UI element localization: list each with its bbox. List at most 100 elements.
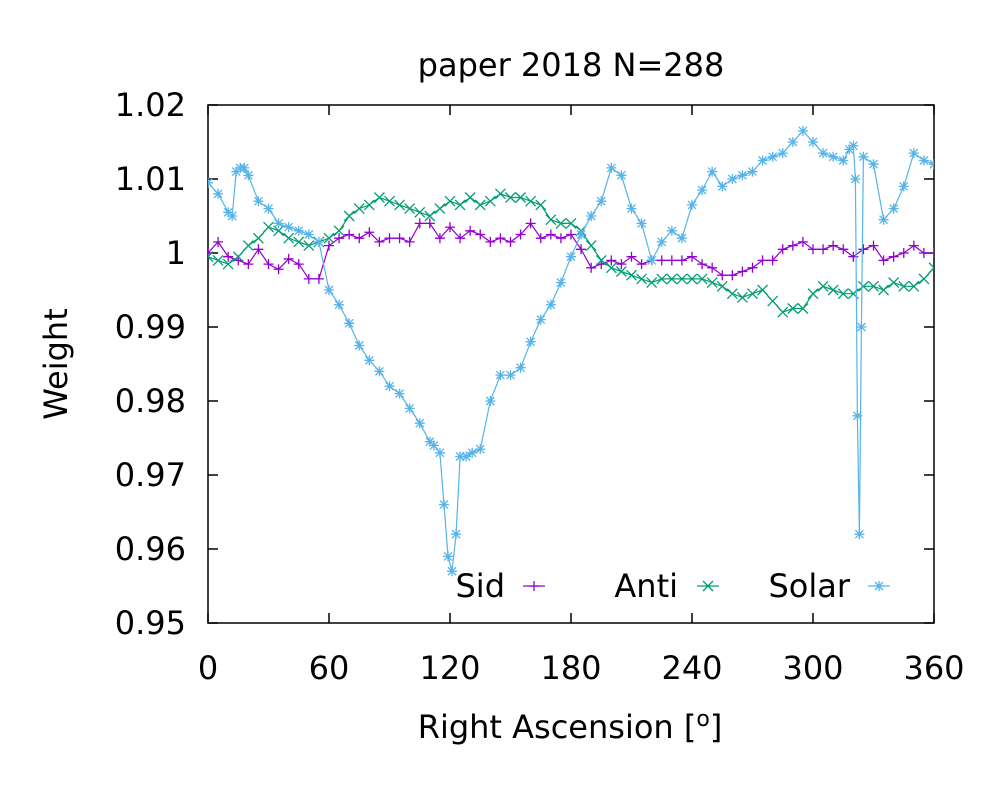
data-point-anti (434, 203, 446, 215)
data-point-solar (854, 529, 865, 540)
x-tick-label: 300 (782, 649, 843, 687)
data-point-solar (293, 225, 304, 236)
data-point-solar (777, 148, 788, 159)
data-point-solar (747, 166, 758, 177)
data-point-sid (737, 266, 748, 277)
data-point-anti (686, 273, 698, 285)
data-point-anti (252, 232, 264, 244)
data-point-solar (364, 355, 375, 366)
x-axis-label: Right Ascension [o] (418, 707, 723, 746)
data-point-anti (353, 203, 365, 215)
data-point-solar (898, 181, 909, 192)
data-point-anti (696, 273, 708, 285)
data-point-solar (858, 151, 869, 162)
data-point-solar (929, 159, 934, 170)
data-point-anti (444, 195, 456, 207)
data-point-sid (344, 229, 355, 240)
data-point-solar (808, 137, 818, 147)
data-point-anti (555, 217, 567, 229)
data-point-solar (707, 166, 718, 177)
data-point-anti (827, 284, 839, 296)
data-point-solar (344, 318, 355, 329)
data-point-sid (848, 251, 859, 262)
data-point-anti (373, 192, 385, 203)
data-point-sid (777, 244, 788, 255)
data-point-sid (858, 244, 869, 255)
data-point-anti (837, 288, 849, 300)
data-point-sid (434, 233, 445, 244)
data-point-solar (313, 236, 324, 247)
data-point-solar (850, 174, 861, 184)
series-sid (208, 218, 934, 284)
data-point-anti (232, 251, 244, 263)
data-point-sid (555, 233, 566, 244)
data-point-anti (898, 280, 910, 292)
data-point-solar (467, 447, 478, 458)
data-point-solar (394, 388, 405, 399)
data-point-anti (646, 277, 658, 289)
data-point-solar (303, 229, 314, 240)
data-point-anti (868, 280, 879, 292)
x-tick-label: 60 (309, 649, 350, 687)
data-point-anti (545, 214, 557, 226)
data-point-solar (451, 529, 462, 540)
data-point-solar (461, 451, 472, 462)
data-point-solar (737, 170, 748, 181)
series-solar (208, 125, 934, 577)
data-point-anti (505, 192, 516, 203)
data-point-solar (414, 418, 425, 429)
y-tick-label: 1.01 (115, 160, 186, 198)
data-point-anti (394, 199, 406, 211)
data-point-anti (384, 195, 395, 207)
data-point-anti (918, 273, 930, 285)
data-point-solar (495, 370, 506, 381)
data-point-sid (697, 259, 708, 270)
data-point-sid (918, 248, 929, 258)
data-point-solar (438, 499, 449, 510)
data-point-anti (565, 217, 577, 229)
data-point-sid (535, 233, 546, 244)
data-point-sid (747, 262, 758, 273)
data-point-anti (807, 288, 819, 300)
data-point-sid (616, 259, 627, 270)
data-point-solar (447, 566, 458, 577)
data-point-sid (404, 236, 415, 247)
data-point-sid (263, 259, 274, 270)
data-point-sid (293, 259, 304, 270)
data-point-sid (636, 259, 647, 270)
data-point-sid (717, 270, 728, 281)
data-point-anti (626, 269, 637, 281)
x-tick-label: 360 (903, 649, 964, 687)
data-point-solar (616, 170, 627, 181)
data-point-sid (324, 240, 334, 251)
data-point-anti (343, 210, 355, 222)
data-point-anti (726, 288, 738, 300)
data-point-sid (808, 244, 818, 255)
data-point-anti (605, 262, 617, 274)
data-point-solar (838, 155, 849, 166)
data-point-solar (687, 199, 697, 210)
data-point-sid (515, 229, 526, 240)
data-point-sid (303, 273, 314, 284)
data-point-solar (535, 314, 546, 325)
data-point-sid (374, 236, 385, 247)
data-point-solar (354, 340, 365, 351)
x-axis-label-degree: o (696, 707, 709, 732)
data-point-solar (273, 218, 284, 229)
data-point-solar (263, 203, 274, 214)
data-point-anti (666, 273, 678, 285)
data-point-anti (263, 221, 274, 233)
data-point-solar (868, 159, 879, 170)
data-point-anti (515, 192, 527, 203)
data-point-solar (852, 410, 863, 421)
data-point-anti (208, 251, 214, 263)
data-point-anti (363, 199, 375, 211)
y-tick-label: 0.96 (115, 530, 186, 568)
data-point-anti (323, 232, 335, 244)
data-point-anti (747, 288, 758, 300)
data-point-solar (757, 155, 768, 166)
data-point-solar (646, 255, 657, 266)
data-point-solar (404, 403, 415, 414)
data-point-anti (242, 240, 254, 252)
data-point-anti (222, 258, 234, 270)
